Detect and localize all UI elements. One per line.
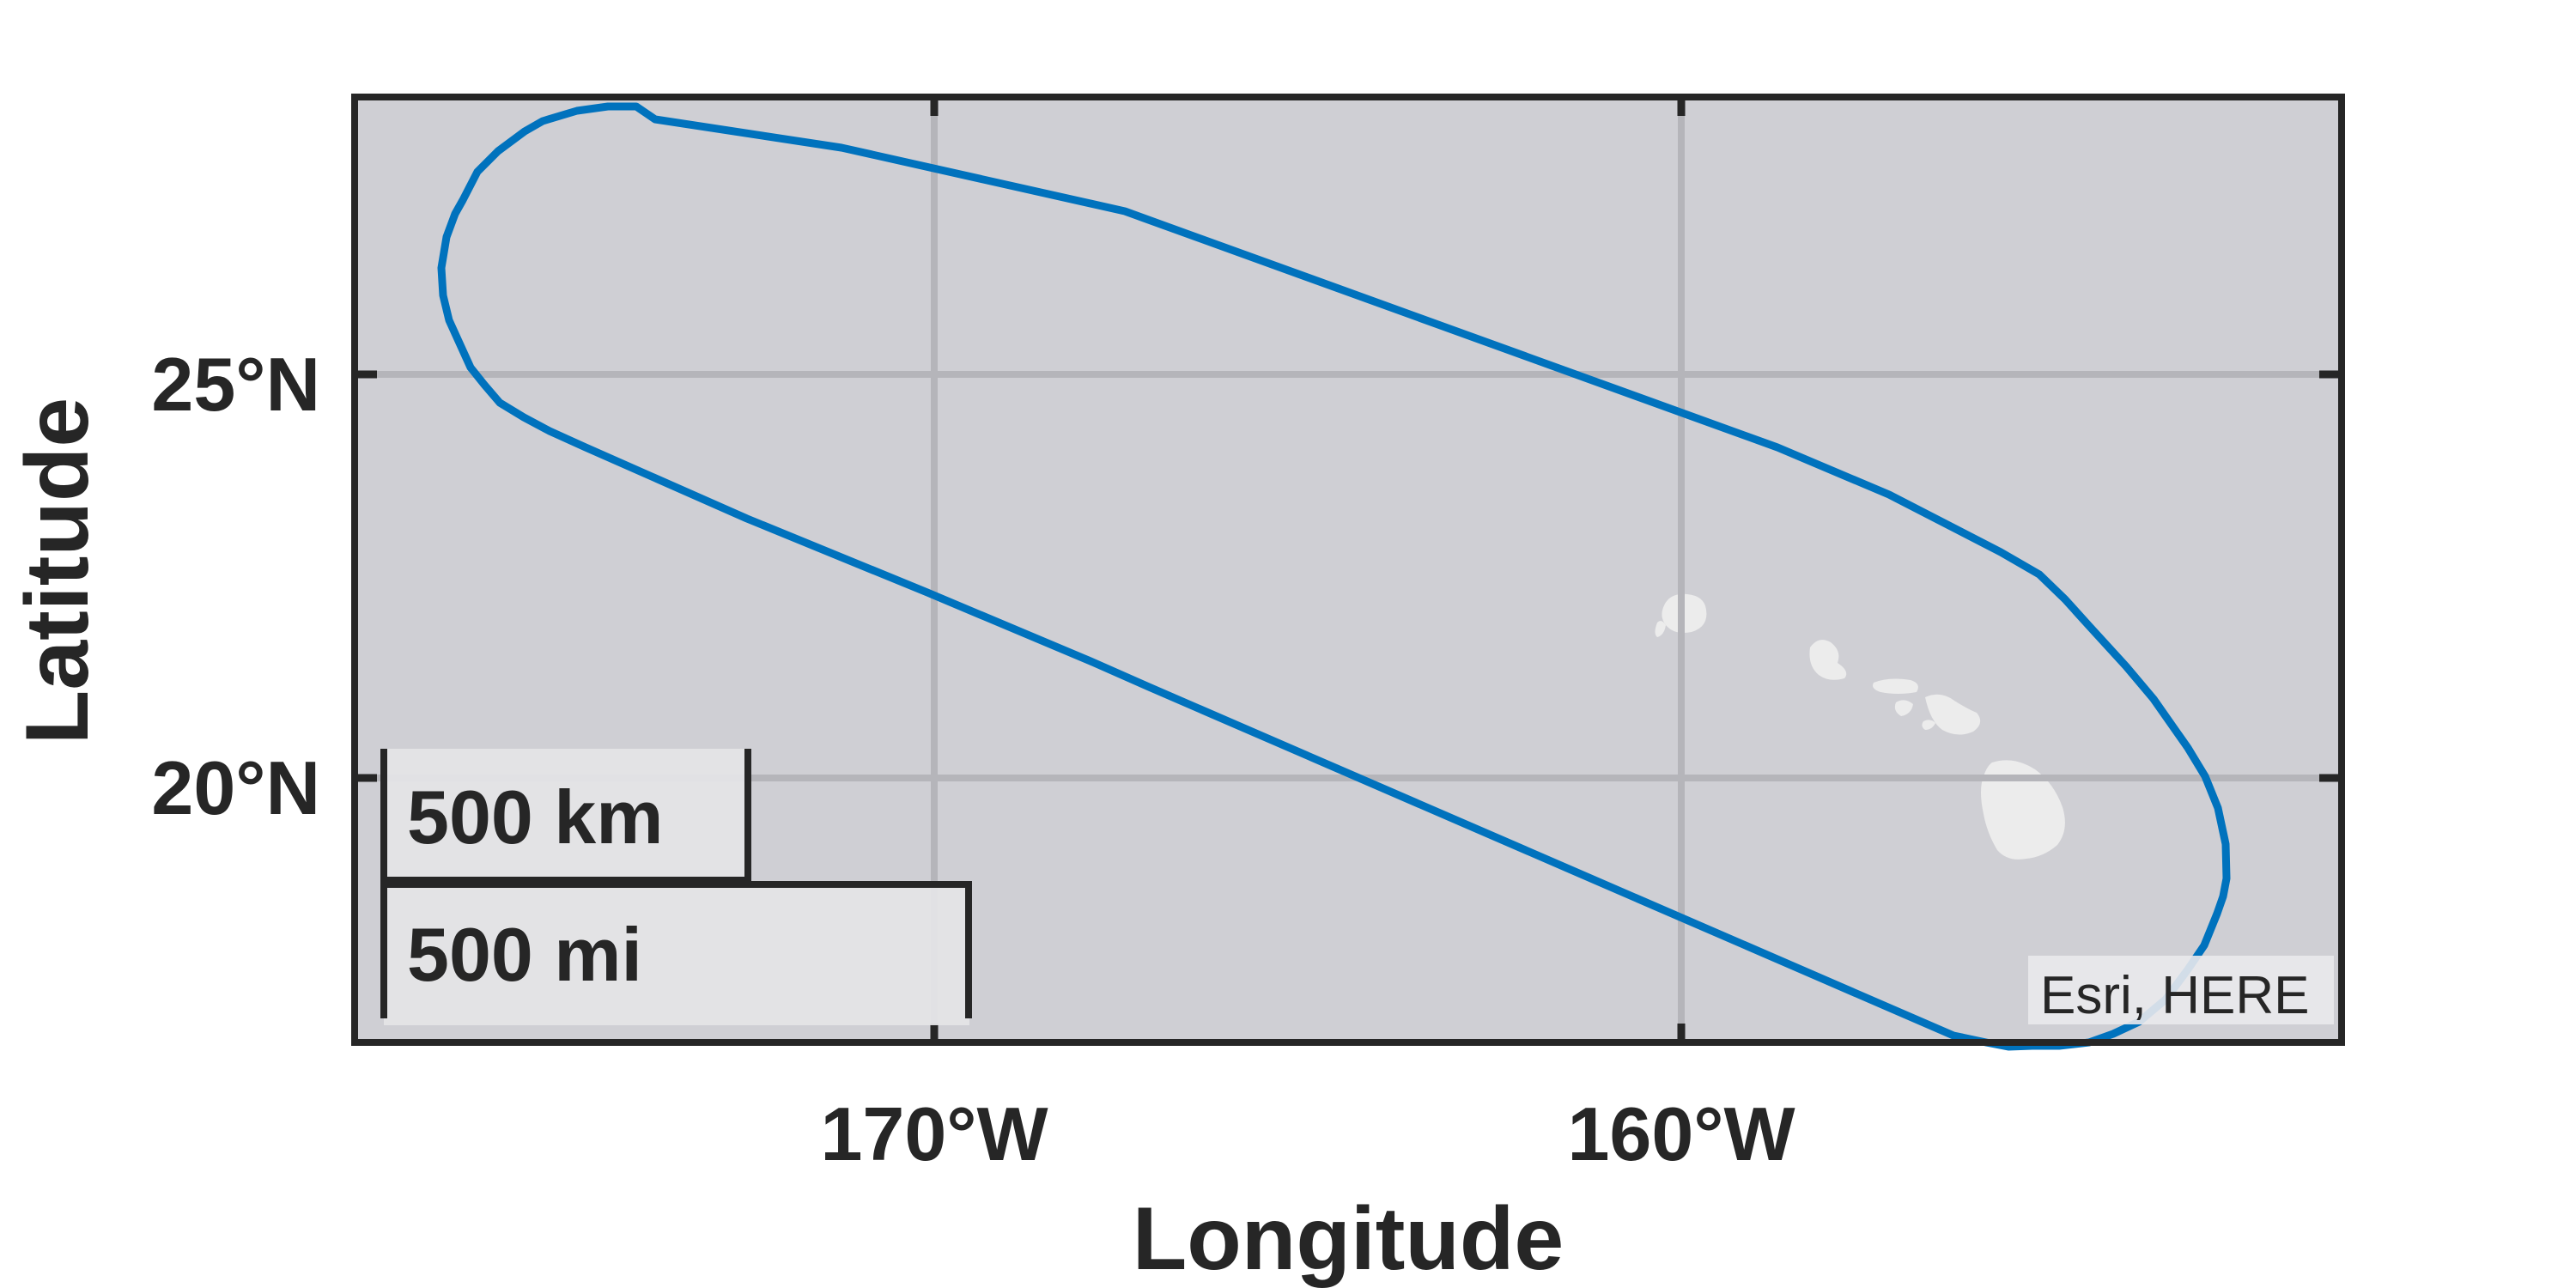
island-molokai [1873, 678, 1918, 694]
island-hawaii [1981, 760, 2065, 860]
attribution-box [2028, 956, 2334, 1024]
attribution: Esri, HERE [2028, 956, 2334, 1025]
lat-tick-label-20: 20°N [151, 745, 320, 830]
tick-marks [355, 97, 2342, 1042]
island-niihau [1655, 621, 1666, 637]
scale-km-bar [380, 749, 751, 884]
hawaiian-islands [1655, 593, 2065, 860]
map-axes: 500 km 500 mi Esri, HERE [351, 94, 2345, 1051]
lon-tick-label-170w: 170°W [820, 1091, 1048, 1176]
island-kahoolawe [1922, 720, 1935, 730]
scale-km-box [384, 749, 750, 878]
x-axis-title: Longitude [1133, 1189, 1564, 1288]
lon-tick-label-160w: 160°W [1567, 1091, 1795, 1176]
island-maui [1925, 694, 1981, 735]
lat-tick-label-25: 25°N [151, 342, 320, 427]
scale-mi-bar [380, 881, 972, 1018]
island-oahu [1809, 640, 1847, 680]
island-lanai [1894, 700, 1913, 716]
scale-mi-box [384, 884, 969, 1025]
scale-bar: 500 km 500 mi [380, 749, 972, 1025]
y-axis-title: Latitude [8, 398, 107, 744]
attribution-text: Esri, HERE [2040, 966, 2309, 1025]
scale-mi-label: 500 mi [407, 912, 642, 997]
route-loop [437, 102, 2231, 1051]
map-frame [351, 94, 2345, 1046]
scale-km-label: 500 km [407, 775, 663, 860]
